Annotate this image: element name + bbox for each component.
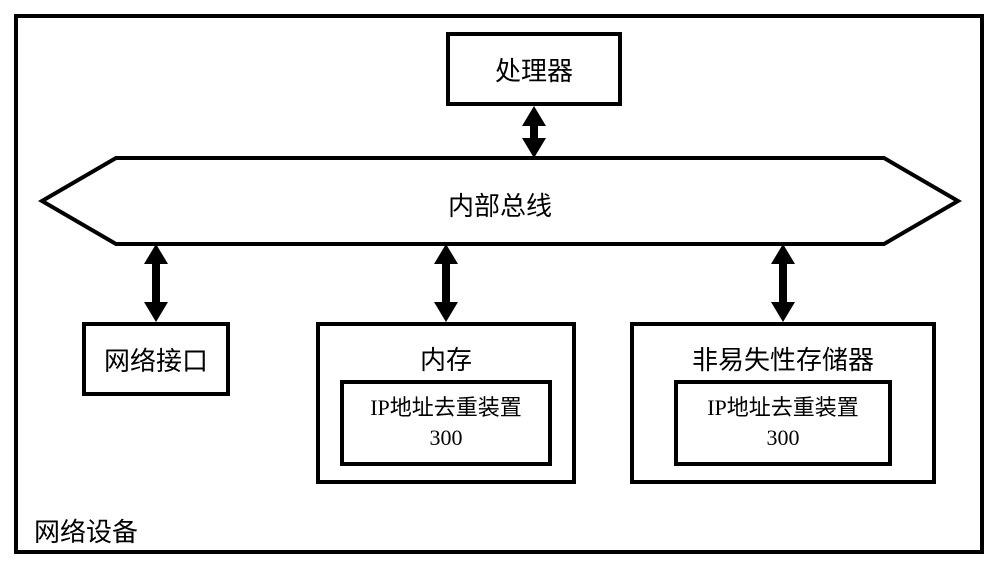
- connectors: [0, 0, 1000, 569]
- device-caption: 网络设备: [34, 512, 138, 549]
